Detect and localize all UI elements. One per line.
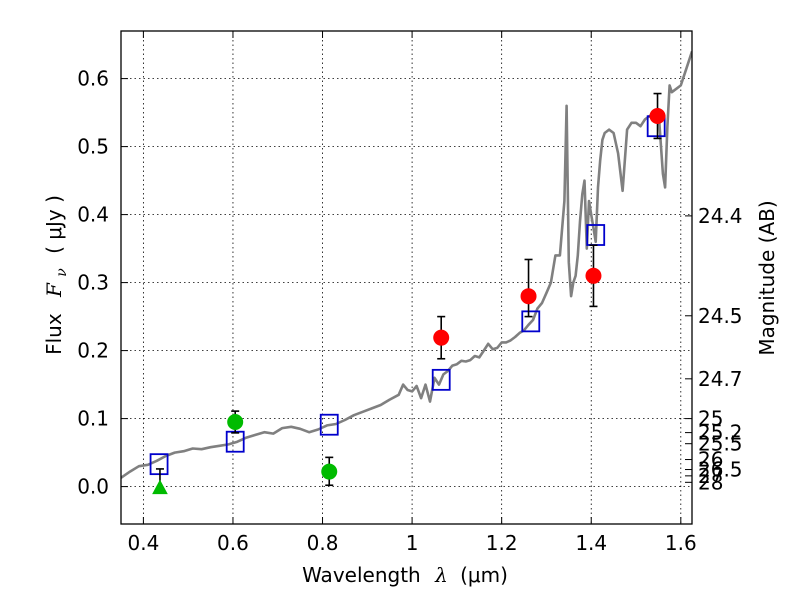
y2-tick-label: 24.4 <box>698 204 743 228</box>
y-axis-variable: F <box>42 282 66 298</box>
template-square-point <box>521 310 541 333</box>
x-axis-variable: λ <box>434 563 448 587</box>
x-tick-label: 1.2 <box>486 531 518 555</box>
x-tick-label: 1.6 <box>665 531 697 555</box>
y-tick-label: 0.0 <box>77 475 109 499</box>
y2-tick-label: 25.2 <box>698 421 743 445</box>
x-tick-label: 1.4 <box>575 531 607 555</box>
detection-point <box>520 288 537 305</box>
y-tick-label: 0.1 <box>77 407 109 431</box>
x-axis-title: Wavelength λ (μm) <box>302 563 508 587</box>
template-square-point <box>149 453 169 476</box>
y-tick-label: 0.2 <box>77 339 109 363</box>
y2-tick-label: 25.5 <box>698 432 743 456</box>
grid <box>121 31 692 524</box>
plot-data <box>121 50 692 495</box>
y2-axis-title: Magnitude (AB) <box>755 200 779 355</box>
x-axis-unit: (μm) <box>460 563 508 587</box>
x-tick-label: 0.8 <box>307 531 339 555</box>
plot-frame <box>120 30 693 525</box>
y-tick-label: 0.3 <box>77 271 109 295</box>
x-tick-label: 1 <box>406 531 419 555</box>
model-spectrum-line <box>121 50 692 479</box>
axis-ticks: 0.4 0.6 0.8 1 1.2 1.4 1.6 0.0 0.1 0.2 0.3 0.4 0.5 0.6… <box>77 31 743 555</box>
y-tick-label: 0.6 <box>77 67 109 91</box>
y-tick-label: 0.5 <box>77 135 109 159</box>
y-axis-variable-subscript: ν <box>54 268 70 277</box>
detection-point <box>321 463 338 480</box>
detection-point <box>649 108 666 124</box>
x-tick-label: 0.4 <box>127 531 159 555</box>
x-tick-label: 0.6 <box>217 531 249 555</box>
y2-tick-label: 28 <box>698 470 723 494</box>
detection-point <box>227 414 244 430</box>
template-square-point <box>431 368 451 391</box>
y2-tick-label: 25 <box>698 407 723 431</box>
template-square-point <box>319 413 339 436</box>
y2-tick-label: 24.7 <box>698 367 743 391</box>
y2-tick-label: 24.5 <box>698 304 743 328</box>
detection-point <box>433 329 450 346</box>
y-axis-title: Flux F ν ( μJy ) <box>42 195 71 355</box>
detection-point <box>585 267 602 284</box>
plot-area <box>121 50 692 495</box>
y2-tick-label: 27 <box>698 464 723 488</box>
y-tick-label: 0.4 <box>77 203 109 227</box>
upper-limit-point <box>152 479 168 495</box>
x-axis-label-text: Wavelength <box>302 563 421 587</box>
y-axis-label-text: Flux <box>42 313 66 355</box>
y2-tick-label: 26 <box>698 448 723 472</box>
y-axis-unit: ( μJy ) <box>42 195 66 254</box>
y2-tick-label: 26.5 <box>698 458 743 482</box>
